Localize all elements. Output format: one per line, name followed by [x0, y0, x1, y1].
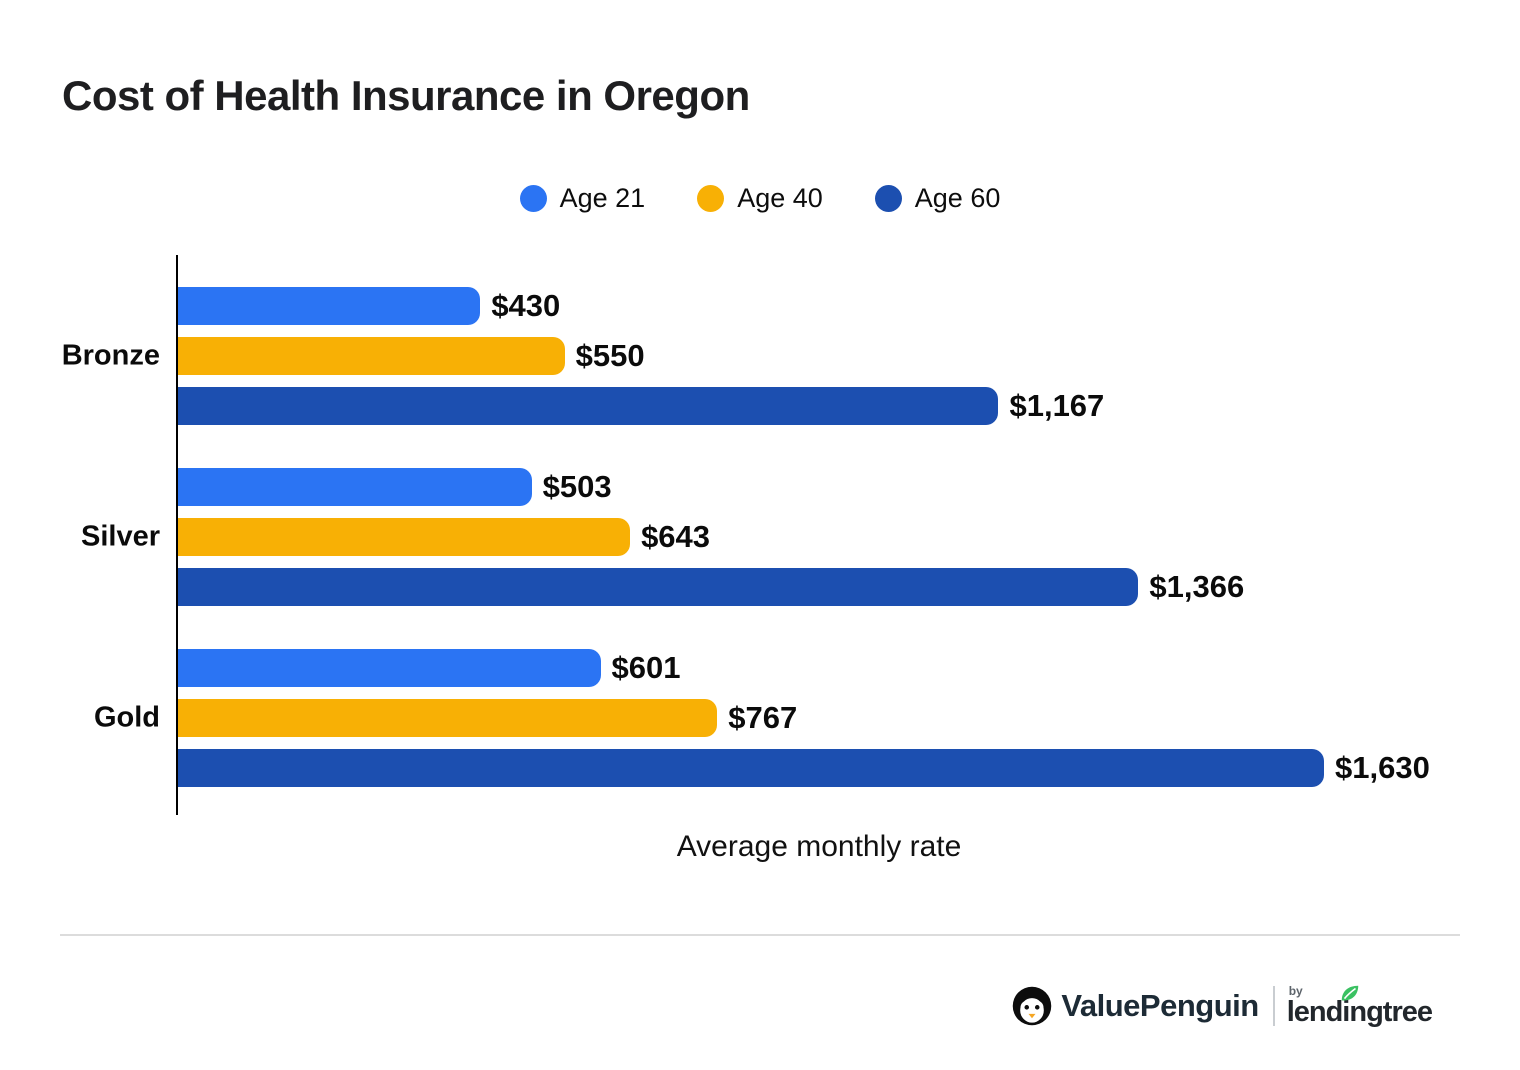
bar-value-label: $767 — [728, 700, 798, 735]
bar-row: $503 — [178, 468, 1324, 506]
bar-gold-age-21 — [178, 649, 601, 687]
bar-value-label: $1,366 — [1149, 569, 1245, 604]
y-axis-line — [176, 255, 178, 815]
brand-footer: ValuePenguin by lendingtree — [1011, 978, 1433, 1034]
category-label: Bronze — [61, 339, 160, 372]
category-group-bronze: Bronze $430 $550 $1,167 — [62, 287, 1324, 425]
bar-row: $550 — [178, 337, 1324, 375]
by-label: by — [1288, 984, 1303, 998]
bar-value-label: $1,167 — [1009, 388, 1105, 423]
bar-value-label: $601 — [611, 650, 681, 685]
logo-divider — [1272, 986, 1275, 1026]
x-axis-label: Average monthly rate — [676, 830, 962, 863]
legend-item-age-21: Age 21 — [519, 183, 646, 214]
category-group-gold: Gold $601 $767 $1,630 — [94, 649, 1430, 787]
legend-dot-icon — [519, 185, 547, 212]
legend-label: Age 60 — [914, 183, 1001, 213]
lendingtree-wordmark: lendingtree — [1287, 985, 1433, 1027]
valuepenguin-wordmark: ValuePenguin — [1061, 988, 1259, 1023]
bar-bronze-age-60 — [178, 387, 999, 425]
bar-silver-age-21 — [178, 468, 532, 506]
bar-row: $1,167 — [178, 387, 1324, 425]
category-group-silver: Silver $503 $643 $1,366 — [81, 468, 1324, 606]
bar-bronze-age-21 — [178, 287, 481, 325]
lendingtree-lockup: by lendingtree — [1287, 984, 1433, 1027]
bar-row: $643 — [178, 518, 1324, 556]
bar-row: $1,366 — [178, 568, 1324, 606]
category-label: Silver — [81, 520, 160, 553]
bar-row: $767 — [178, 699, 1324, 737]
bar-gold-age-60 — [178, 749, 1324, 787]
bar-value-label: $430 — [491, 288, 561, 323]
bar-row: $430 — [178, 287, 1324, 325]
bar-value-label: $503 — [542, 469, 612, 504]
bar-chart: Bronze $430 $550 $1,167 Silver $503 $643 $1,366… — [62, 255, 1430, 815]
bar-bronze-age-40 — [178, 337, 565, 375]
legend-label: Age 40 — [737, 183, 823, 213]
bar-row: $601 — [178, 649, 1324, 687]
valuepenguin-penguin-icon — [1013, 986, 1052, 1026]
legend-label: Age 21 — [559, 183, 646, 213]
legend-item-age-40: Age 40 — [697, 183, 823, 214]
chart-legend: Age 21 Age 40 Age 60 — [0, 183, 1520, 214]
footer-divider — [60, 934, 1460, 936]
bar-row: $1,630 — [178, 749, 1430, 787]
bar-value-label: $643 — [641, 519, 711, 554]
bar-silver-age-60 — [178, 568, 1139, 606]
bar-silver-age-40 — [178, 518, 631, 556]
bar-value-label: $1,630 — [1335, 750, 1430, 785]
legend-dot-icon — [697, 185, 725, 212]
category-label: Gold — [93, 701, 160, 734]
leaf-icon — [1341, 985, 1358, 1001]
legend-item-age-60: Age 60 — [874, 183, 1001, 214]
bar-gold-age-40 — [178, 699, 718, 737]
legend-dot-icon — [874, 185, 902, 212]
bar-value-label: $550 — [575, 338, 645, 373]
page-title: Cost of Health Insurance in Oregon — [62, 72, 750, 119]
